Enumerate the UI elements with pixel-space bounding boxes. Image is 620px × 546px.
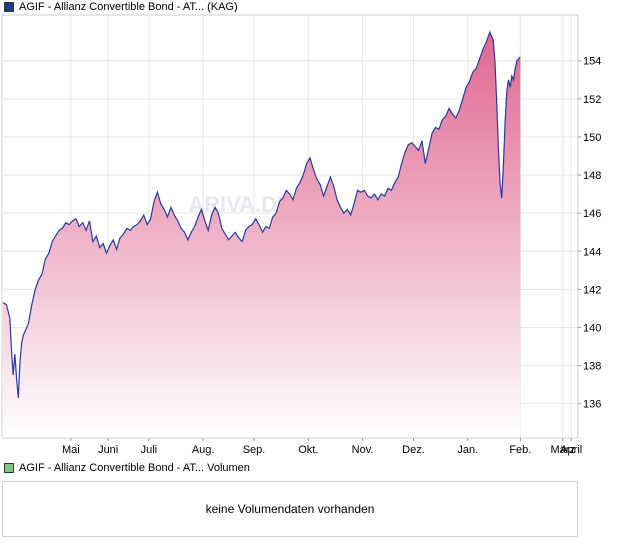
watermark: ARIVA.DE (188, 192, 292, 217)
y-tick-label: 154 (583, 56, 601, 68)
y-tick-label: 148 (583, 170, 601, 182)
y-tick-label: 136 (583, 399, 601, 411)
price-legend-label: AGIF - Allianz Convertible Bond - AT... … (19, 1, 238, 13)
x-tick-label: Mai (62, 444, 80, 456)
x-tick-label: Sep. (243, 444, 266, 456)
volume-legend: AGIF - Allianz Convertible Bond - AT... … (4, 461, 250, 475)
y-tick-label: 152 (583, 94, 601, 106)
x-tick-label: Jan. (457, 444, 478, 456)
y-tick-label: 140 (583, 322, 601, 334)
price-area (3, 32, 521, 438)
x-tick-label: Aug. (192, 444, 215, 456)
x-tick-label: April (560, 444, 582, 456)
x-tick-label: Juni (98, 444, 118, 456)
price-legend: AGIF - Allianz Convertible Bond - AT... … (4, 0, 238, 14)
x-tick-label: Nov. (352, 444, 374, 456)
price-chart: ARIVA.DE 136138140142144146148150152154 … (1, 14, 601, 456)
x-tick-label: Juli (141, 444, 158, 456)
volume-empty-message: keine Volumendaten vorhanden (205, 502, 375, 516)
x-tick-label: Dez. (402, 444, 425, 456)
x-axis: Mai Juni Juli Aug. Sep. Okt. Nov. Dez. Jan. Feb. M… (62, 438, 582, 456)
price-legend-swatch (4, 2, 14, 12)
plot-border (1, 14, 579, 439)
price-line (2, 30, 521, 399)
y-axis: 136 138 140 142 144 146 148 150 152 154 (578, 56, 601, 411)
y-tick-label: 146 (583, 208, 601, 220)
volume-legend-label: AGIF - Allianz Convertible Bond - AT... … (19, 462, 250, 474)
y-tick-label: 144 (583, 246, 601, 258)
y-tick-label: 138 (583, 361, 601, 373)
volume-panel: keine Volumendaten vorhanden (2, 481, 578, 537)
y-tick-label: 142 (583, 284, 601, 296)
x-tick-label: Okt. (298, 444, 318, 456)
volume-legend-swatch (4, 463, 14, 473)
y-tick-label: 150 (583, 132, 601, 144)
x-tick-label: März (551, 444, 575, 456)
x-tick-label: Feb. (509, 444, 531, 456)
